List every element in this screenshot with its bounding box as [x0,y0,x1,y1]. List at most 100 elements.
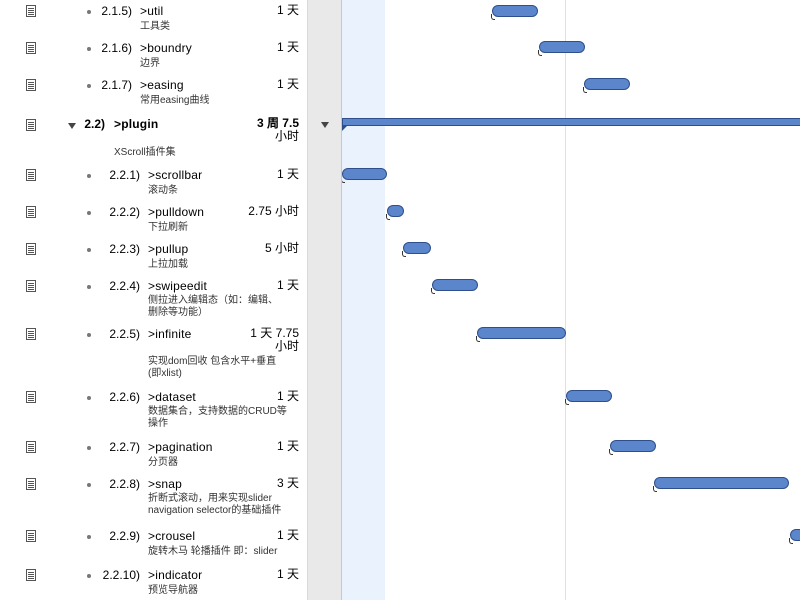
task-row[interactable]: 2.2.10) >indicator 1 天 预览导航器 [0,564,307,600]
task-row[interactable]: 2.1.5) >util 1 天 工具类 [0,0,307,37]
task-title[interactable]: >pagination [148,440,213,454]
task-duration[interactable]: 1 天 [276,3,299,17]
task-bar-dataset[interactable] [565,390,612,405]
note-line-2: 删除等功能） [148,307,208,318]
duration-line-1: 1 天 7.75 [250,326,299,340]
note-icon[interactable] [26,328,36,340]
note-icon[interactable] [26,569,36,581]
duration-line-2: 小时 [274,129,299,143]
pane-divider[interactable] [307,0,342,600]
task-title[interactable]: >dataset [148,390,196,404]
task-title[interactable]: >util [140,4,164,18]
task-note: 常用easing曲线 [140,95,210,106]
task-duration[interactable]: 1 天 [276,77,299,91]
task-bar-easing[interactable] [583,78,630,93]
task-duration[interactable]: 1 天 [276,389,299,403]
task-duration[interactable]: 3 周 7.5 小时 [257,117,299,143]
group-collapse-triangle-icon[interactable] [321,122,329,128]
task-group-row[interactable]: 2.2) >plugin 3 周 7.5 小时 XScroll插件集 [0,114,307,164]
task-row[interactable]: 2.2.8) >snap 3 天 折断式滚动，用来实现slider naviga… [0,473,307,525]
gantt-chart [342,0,800,600]
task-duration[interactable]: 1 天 [276,567,299,581]
bullet-icon [87,446,91,450]
task-duration[interactable]: 1 天 [276,278,299,292]
task-title[interactable]: >snap [148,477,183,491]
note-line-2: navigation selector的基础插件 [148,505,282,516]
task-title[interactable]: >infinite [148,327,192,341]
note-icon[interactable] [26,530,36,542]
note-icon[interactable] [26,169,36,181]
bullet-icon [87,535,91,539]
task-bar-pulldown[interactable] [386,205,404,220]
group-bar-plugin[interactable] [342,118,800,131]
outline-pane: 2.1.5) >util 1 天 工具类 2.1.6) >boundry 1 天… [0,0,307,600]
task-number: 2.2.10) [102,568,140,582]
task-title[interactable]: >easing [140,78,184,92]
task-duration[interactable]: 2.75 小时 [248,204,299,218]
task-row[interactable]: 2.2.2) >pulldown 2.75 小时 下拉刷新 [0,201,307,238]
task-bar-util[interactable] [491,5,538,20]
task-duration[interactable]: 5 小时 [264,241,299,255]
note-line-1: 侧拉进入编辑态（如：编辑、 [148,295,278,306]
task-note: 上拉加载 [148,259,188,270]
task-title[interactable]: >pullup [148,242,189,256]
bullet-icon [87,574,91,578]
task-number: 2.2.6) [109,390,140,404]
task-number: 2.1.5) [101,4,132,18]
task-note: 折断式滚动，用来实现slider navigation selector的基础插… [148,493,281,517]
task-row[interactable]: 2.2.6) >dataset 1 天 数据集合，支持数据的CRUD等 操作 [0,386,307,436]
task-row[interactable]: 2.2.5) >infinite 1 天 7.75 小时 实现dom回收 包含水… [0,323,307,386]
task-duration[interactable]: 1 天 [276,167,299,181]
note-icon[interactable] [26,79,36,91]
task-bar-crousel[interactable] [789,529,800,544]
task-duration[interactable]: 1 天 7.75 小时 [250,327,299,353]
task-title[interactable]: >crousel [148,529,196,543]
note-line-1: 折断式滚动，用来实现slider [148,493,272,504]
note-icon[interactable] [26,243,36,255]
task-duration[interactable]: 1 天 [276,40,299,54]
task-duration[interactable]: 1 天 [276,528,299,542]
task-row[interactable]: 2.2.9) >crousel 1 天 旋转木马 轮播插件 即：slider [0,525,307,564]
task-title[interactable]: >scrollbar [148,168,203,182]
task-title[interactable]: >pulldown [148,205,205,219]
note-icon[interactable] [26,441,36,453]
task-number: 2.1.7) [101,78,132,92]
task-bar-swipeedit[interactable] [431,279,478,294]
duration-line-2: 小时 [274,339,299,353]
today-column [342,0,385,600]
task-bar-snap[interactable] [653,477,789,492]
task-row[interactable]: 2.2.7) >pagination 1 天 分页器 [0,436,307,473]
note-icon[interactable] [26,5,36,17]
task-bar-infinite[interactable] [476,327,566,342]
note-icon[interactable] [26,478,36,490]
task-title[interactable]: >boundry [140,41,192,55]
task-bar-boundry[interactable] [538,41,585,56]
task-bar-pullup[interactable] [402,242,431,257]
task-title[interactable]: >indicator [148,568,203,582]
task-duration[interactable]: 3 天 [276,476,299,490]
task-title[interactable]: >swipeedit [148,279,208,293]
task-note: 实现dom回收 包含水平+垂直 (即xlist) [148,356,276,380]
bullet-icon [87,10,91,14]
note-icon[interactable] [26,206,36,218]
task-number: 2.2.7) [109,440,140,454]
task-row[interactable]: 2.2.4) >swipeedit 1 天 侧拉进入编辑态（如：编辑、 删除等功… [0,275,307,323]
duration-line-1: 3 周 7.5 [256,116,299,130]
task-bar-scrollbar[interactable] [342,168,387,183]
task-note: 滚动条 [148,185,178,196]
task-duration[interactable]: 1 天 [276,439,299,453]
note-icon[interactable] [26,119,36,131]
note-line-2: 操作 [148,418,168,429]
task-row[interactable]: 2.2.3) >pullup 5 小时 上拉加载 [0,238,307,275]
task-title[interactable]: >plugin [114,117,159,131]
disclosure-triangle-icon[interactable] [68,123,76,129]
bullet-icon [87,248,91,252]
task-bar-pagination[interactable] [609,440,656,455]
task-row[interactable]: 2.2.1) >scrollbar 1 天 滚动条 [0,164,307,201]
note-icon[interactable] [26,280,36,292]
task-row[interactable]: 2.1.6) >boundry 1 天 边界 [0,37,307,74]
task-number: 2.2) [84,117,105,131]
note-icon[interactable] [26,42,36,54]
note-icon[interactable] [26,391,36,403]
task-row[interactable]: 2.1.7) >easing 1 天 常用easing曲线 [0,74,307,114]
